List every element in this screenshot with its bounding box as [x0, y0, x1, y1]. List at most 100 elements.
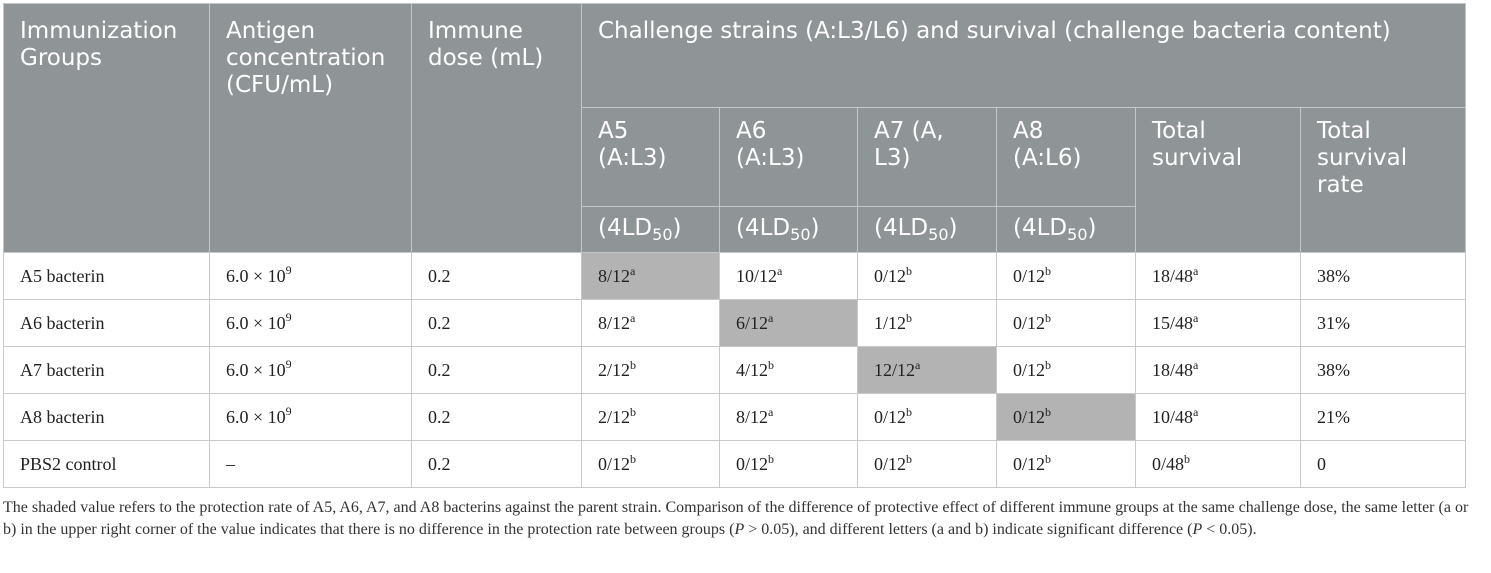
table-row: PBS2 control – 0.2 0/12b 0/12b 0/12b 0/1…	[3, 440, 1466, 488]
table-footnote: The shaded value refers to the protectio…	[3, 497, 1483, 541]
header-dose-ld50: (4LD50)	[857, 206, 997, 253]
survival-cell-parent-strain: 0/12b	[996, 393, 1136, 441]
ld-subscript: 50	[928, 225, 949, 244]
survival-value: 8/12	[598, 265, 631, 286]
footnote-text: > 0.05), and different letters (a and b)…	[744, 521, 1193, 538]
ld-prefix: (4LD	[1013, 215, 1068, 241]
survival-value: 0/12	[1013, 312, 1046, 333]
total-survival-cell: 10/48a	[1135, 393, 1301, 441]
survival-value: 2/12	[598, 406, 631, 427]
group-cell: A8 bacterin	[3, 393, 210, 441]
survival-value: 0/12	[1013, 265, 1046, 286]
survival-value: 0/12	[1013, 406, 1046, 427]
survival-cell: 2/12b	[581, 393, 720, 441]
antigen-value: 6.0 × 10	[226, 406, 286, 427]
header-strain-a5: A5 (A:L3)	[581, 107, 720, 207]
survival-value: 8/12	[736, 406, 769, 427]
significance-letter: a	[915, 357, 921, 372]
header-strain-a6: A6 (A:L3)	[719, 107, 858, 207]
survival-value: 4/12	[736, 359, 769, 380]
table-row: A8 bacterin 6.0 × 109 0.2 2/12b 8/12a 0/…	[3, 393, 1466, 441]
survival-value: 1/12	[874, 312, 907, 333]
significance-letter: b	[906, 404, 913, 419]
survival-cell-parent-strain: 8/12a	[581, 252, 720, 300]
table-body: A5 bacterin 6.0 × 109 0.2 8/12a 10/12a 0…	[3, 252, 1466, 488]
header-total-survival-rate: Total survival rate	[1300, 107, 1466, 253]
significance-letter: b	[906, 451, 913, 466]
table-row: A6 bacterin 6.0 × 109 0.2 8/12a 6/12a 1/…	[3, 299, 1466, 347]
survival-cell: 0/12b	[996, 299, 1136, 347]
total-survival-value: 18/48	[1152, 265, 1194, 286]
significance-letter: a	[630, 310, 636, 325]
ld-subscript: 50	[652, 225, 673, 244]
significance-letter: b	[630, 357, 637, 372]
survival-value: 0/12	[1013, 453, 1046, 474]
footnote-text: The shaded value refers to the protectio…	[3, 499, 1469, 538]
ld-suffix: )	[672, 215, 682, 241]
antigen-exponent: 9	[285, 309, 292, 324]
results-table-container: Immunization Groups Antigen concentratio…	[3, 3, 1466, 488]
survival-value: 0/12	[1013, 359, 1046, 380]
survival-cell: 0/12b	[581, 440, 720, 488]
survival-cell: 8/12a	[581, 299, 720, 347]
survival-cell: 0/12b	[857, 440, 997, 488]
header-strain-a8: A8 (A:L6)	[996, 107, 1136, 207]
survival-cell: 0/12b	[857, 252, 997, 300]
antigen-exponent: 9	[285, 403, 292, 418]
total-survival-value: 10/48	[1152, 406, 1194, 427]
group-cell: A6 bacterin	[3, 299, 210, 347]
total-survival-cell: 18/48a	[1135, 252, 1301, 300]
significance-letter: b	[1045, 310, 1052, 325]
ld-prefix: (4LD	[598, 215, 653, 241]
antigen-cell: –	[209, 440, 412, 488]
significance-letter: b	[1045, 263, 1052, 278]
survival-cell-parent-strain: 6/12a	[719, 299, 858, 347]
header-total-survival: Total survival	[1135, 107, 1301, 253]
ld-prefix: (4LD	[874, 215, 929, 241]
total-survival-cell: 0/48b	[1135, 440, 1301, 488]
antigen-cell: 6.0 × 109	[209, 252, 412, 300]
significance-letter: b	[906, 310, 913, 325]
ld-subscript: 50	[1067, 225, 1088, 244]
dose-cell: 0.2	[411, 346, 582, 394]
significance-letter: a	[1193, 404, 1199, 419]
survival-cell: 10/12a	[719, 252, 858, 300]
survival-value: 6/12	[736, 312, 769, 333]
header-immune-dose: Immune dose (mL)	[411, 3, 582, 253]
total-survival-value: 15/48	[1152, 312, 1194, 333]
header-antigen-concentration: Antigen concentration (CFU/mL)	[209, 3, 412, 253]
significance-letter: a	[1193, 263, 1199, 278]
survival-rate-cell: 0	[1300, 440, 1466, 488]
significance-letter: a	[768, 310, 774, 325]
header-dose-ld50: (4LD50)	[581, 206, 720, 253]
survival-value: 0/12	[874, 453, 907, 474]
survival-value: 10/12	[736, 265, 778, 286]
antigen-cell: 6.0 × 109	[209, 346, 412, 394]
survival-rate-cell: 38%	[1300, 252, 1466, 300]
header-dose-ld50: (4LD50)	[996, 206, 1136, 253]
results-table: Immunization Groups Antigen concentratio…	[3, 3, 1466, 488]
significance-letter: a	[777, 263, 783, 278]
significance-letter: b	[630, 451, 637, 466]
survival-value: 8/12	[598, 312, 631, 333]
significance-letter: b	[768, 451, 775, 466]
significance-letter: a	[1193, 357, 1199, 372]
antigen-cell: 6.0 × 109	[209, 393, 412, 441]
header-immunization-groups: Immunization Groups	[3, 3, 210, 253]
antigen-value: 6.0 × 10	[226, 312, 286, 333]
survival-cell: 0/12b	[996, 440, 1136, 488]
ld-prefix: (4LD	[736, 215, 791, 241]
survival-cell: 8/12a	[719, 393, 858, 441]
dose-cell: 0.2	[411, 440, 582, 488]
survival-cell: 0/12b	[719, 440, 858, 488]
antigen-exponent: 9	[285, 356, 292, 371]
significance-letter: a	[1193, 310, 1199, 325]
survival-value: 0/12	[874, 406, 907, 427]
header-dose-ld50: (4LD50)	[719, 206, 858, 253]
survival-value: 0/12	[736, 453, 769, 474]
group-cell: A7 bacterin	[3, 346, 210, 394]
significance-letter: b	[768, 357, 775, 372]
antigen-value: –	[226, 453, 235, 474]
survival-cell: 2/12b	[581, 346, 720, 394]
footnote-text: < 0.05).	[1202, 521, 1257, 538]
